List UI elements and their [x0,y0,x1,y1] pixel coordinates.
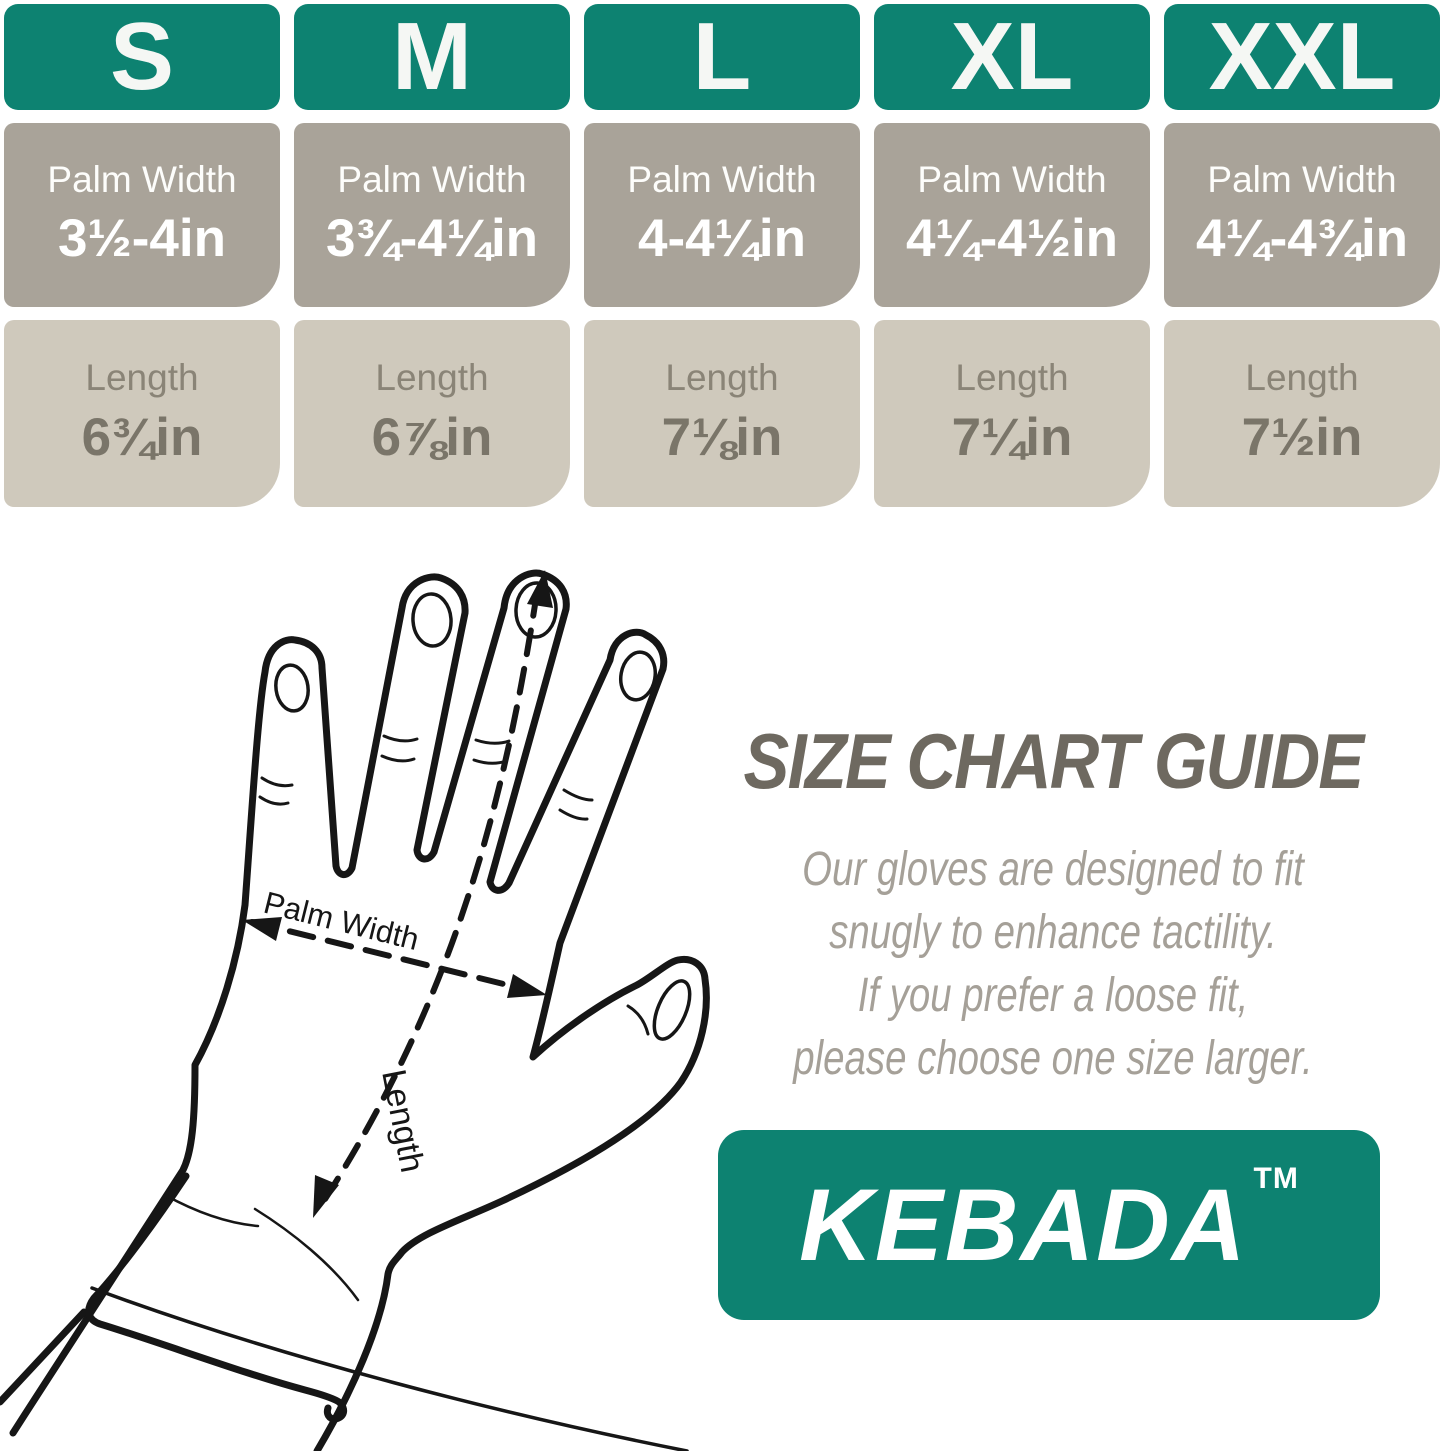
thumb-crease [626,1004,650,1036]
palm-width-label: Palm Width [1207,158,1397,200]
palm-width-value-xl: 4¼-4½in [905,209,1119,269]
length-diagram-label: Length [374,1066,431,1175]
size-label-s: S [109,3,175,110]
palm-width-label: Palm Width [337,158,527,200]
size-header-m: M [294,4,570,110]
palm-width-cell-l: Palm Width 4-4¼in [584,123,860,307]
hand-line-art: Palm Width Length [0,569,710,1455]
palm-width-value-s: 3½-4in [58,209,226,269]
size-label-l: L [692,3,752,110]
length-label: Length [665,357,779,399]
size-label-xxl: XXL [1208,3,1396,110]
palm-width-arrow-right [507,974,547,998]
wrist-crease [163,1193,260,1228]
length-cell-s: Length 6¾in [4,320,280,507]
sleeve-line [90,1286,689,1453]
size-header-s: S [4,4,280,110]
guide-title: SIZE CHART GUIDE [743,717,1365,805]
size-table: S M L XL XXL Palm Width 3½-4in Palm Widt… [0,0,1445,507]
guide-line-4: please choose one size larger. [793,1032,1313,1085]
palm-width-cell-s: Palm Width 3½-4in [4,123,280,307]
fingernail [274,663,310,713]
fingernail [411,592,453,648]
guide-line-3: If you prefer a loose fit, [857,969,1249,1022]
length-value-m: 6⅞in [371,407,493,467]
length-measure-line [315,589,540,1213]
palm-width-value-m: 3¾-4¼in [325,209,539,269]
knuckle-crease [258,776,294,806]
size-label-m: M [392,3,472,110]
knuckle-crease [558,788,594,821]
length-value-xl: 7¼in [951,407,1073,467]
palm-width-label: Palm Width [917,158,1107,200]
length-cell-l: Length 7⅛in [584,320,860,507]
palm-width-measure-line [249,919,539,995]
size-label-xl: XL [950,3,1074,110]
sleeve-edge [0,1308,88,1406]
length-value-s: 6¾in [81,407,203,467]
guide-line-1: Our gloves are designed to fit [802,843,1304,896]
palm-width-cell-xxl: Palm Width 4¼-4¾in [1164,123,1440,307]
brand-name: KEBADA [799,1168,1248,1282]
palm-width-cell-xl: Palm Width 4¼-4½in [874,123,1150,307]
palm-width-value-xxl: 4¼-4¾in [1195,209,1409,269]
length-label: Length [955,357,1069,399]
guide-body: Our gloves are designed to fit snugly to… [771,838,1336,1090]
length-arrow-up [527,570,553,608]
palm-width-value-l: 4-4¼in [638,209,806,269]
fingernail [618,650,658,702]
length-cell-xl: Length 7¼in [874,320,1150,507]
brand-logo: KEBADA TM [718,1130,1380,1320]
size-header-l: L [584,4,860,110]
fingernail [514,581,558,639]
guide-line-2: snugly to enhance tactility. [829,906,1277,959]
length-cell-xxl: Length 7½in [1164,320,1440,507]
palm-width-label: Palm Width [627,158,817,200]
wrist-crease [253,1207,360,1302]
length-arrow-down [313,1175,339,1218]
length-label: Length [1245,357,1359,399]
size-header-xxl: XXL [1164,4,1440,110]
cuff-edge [85,1172,348,1423]
size-header-xl: XL [874,4,1150,110]
palm-width-label: Palm Width [47,158,237,200]
guide-section: SIZE CHART GUIDE Our gloves are designed… [700,722,1406,1090]
fingernail [652,979,692,1041]
length-cell-m: Length 6⅞in [294,320,570,507]
length-label: Length [375,357,489,399]
hand-outline [9,569,710,1455]
palm-width-cell-m: Palm Width 3¾-4¼in [294,123,570,307]
hand-diagram: Palm Width Length [0,560,745,1455]
trademark-symbol: TM [1253,1162,1299,1195]
knuckle-crease [380,734,419,763]
length-label: Length [85,357,199,399]
palm-width-arrow-left [242,917,282,941]
length-value-xxl: 7½in [1241,407,1363,467]
length-value-l: 7⅛in [661,407,783,467]
